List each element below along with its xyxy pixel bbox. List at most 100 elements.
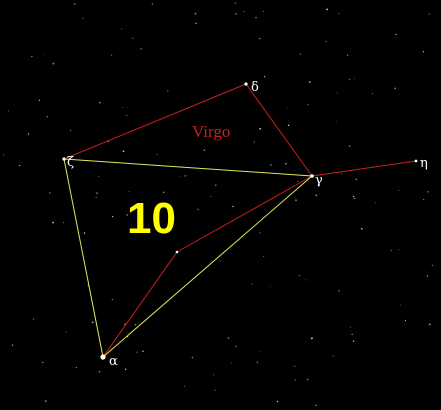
background-star — [167, 90, 169, 92]
background-star — [398, 189, 400, 191]
background-star — [156, 154, 158, 156]
background-star — [371, 93, 373, 94]
background-star — [121, 28, 123, 30]
background-star — [191, 356, 194, 359]
background-star — [180, 176, 181, 177]
background-star — [32, 318, 35, 320]
label-eta: η — [420, 156, 428, 171]
background-star — [286, 107, 288, 109]
background-star — [404, 319, 406, 322]
constellation-lines — [63, 83, 417, 358]
background-star — [348, 145, 351, 147]
background-star — [184, 175, 186, 177]
background-star — [110, 54, 113, 56]
background-star — [349, 326, 352, 328]
background-star — [128, 191, 130, 193]
background-star — [263, 10, 265, 13]
pattern-number: 10 — [127, 194, 176, 243]
background-star — [428, 13, 430, 15]
background-star — [298, 168, 300, 170]
asterism-zeta-gamma — [63, 158, 313, 177]
background-star — [354, 197, 356, 200]
background-star — [375, 202, 377, 204]
background-star — [126, 107, 128, 108]
background-star — [429, 323, 431, 326]
background-star — [186, 174, 188, 176]
background-star — [132, 37, 134, 39]
background-star — [126, 214, 128, 216]
background-star — [341, 173, 342, 175]
background-star — [95, 196, 97, 199]
asterism-lines — [63, 158, 313, 358]
background-star — [194, 12, 197, 15]
background-star — [210, 195, 212, 197]
background-star — [43, 53, 44, 55]
background-star — [111, 215, 114, 218]
background-star — [294, 379, 296, 381]
background-star — [299, 53, 302, 55]
background-star — [235, 13, 237, 15]
background-star — [96, 192, 98, 195]
line-gamma-theta — [176, 175, 313, 253]
background-star — [258, 37, 261, 40]
background-star — [298, 275, 300, 277]
background-star — [203, 149, 206, 151]
background-star — [259, 127, 262, 130]
background-star — [336, 92, 338, 94]
background-star — [42, 361, 44, 364]
background-star — [351, 333, 353, 336]
background-star — [426, 275, 429, 277]
background-star — [308, 81, 311, 83]
background-star — [338, 13, 340, 14]
background-star — [307, 104, 309, 106]
background-star — [124, 368, 127, 371]
background-star — [140, 48, 142, 50]
background-star — [69, 130, 72, 132]
background-star — [423, 199, 425, 201]
background-star — [234, 2, 237, 5]
background-star — [398, 249, 400, 251]
background-star — [427, 191, 429, 193]
background-star — [75, 366, 77, 368]
background-star — [52, 62, 55, 65]
background-star — [431, 264, 434, 267]
background-star — [3, 154, 5, 156]
background-star — [332, 355, 334, 357]
background-star — [27, 133, 30, 135]
background-star — [338, 290, 340, 292]
background-star — [295, 199, 297, 201]
star-theta — [175, 250, 179, 254]
background-star — [256, 361, 258, 363]
background-star — [311, 337, 313, 339]
background-star — [294, 365, 296, 367]
background-star — [151, 3, 154, 5]
background-star — [394, 87, 397, 90]
background-star — [297, 180, 299, 183]
background-star — [400, 304, 402, 306]
background-star — [253, 141, 255, 143]
background-star — [126, 114, 128, 117]
background-star — [352, 340, 355, 342]
star-delta — [244, 82, 248, 86]
background-star — [269, 285, 271, 287]
background-star — [183, 385, 186, 387]
background-star — [11, 344, 14, 346]
background-star — [98, 175, 100, 177]
background-star — [19, 165, 21, 167]
background-star — [270, 164, 272, 166]
line-theta-alpha — [102, 251, 178, 358]
line-gamma-eta — [311, 160, 417, 177]
background-star — [255, 16, 257, 19]
background-star — [7, 110, 9, 112]
line-zeta-delta — [63, 83, 247, 160]
background-star — [52, 221, 54, 224]
line-delta-gamma — [245, 83, 313, 177]
background-star — [134, 323, 137, 326]
named-stars — [62, 82, 418, 360]
background-star — [353, 77, 355, 79]
background-star — [63, 222, 65, 224]
label-zeta: ζ — [67, 155, 74, 170]
background-star — [197, 208, 199, 211]
background-star — [235, 345, 237, 348]
background-star — [65, 331, 67, 333]
